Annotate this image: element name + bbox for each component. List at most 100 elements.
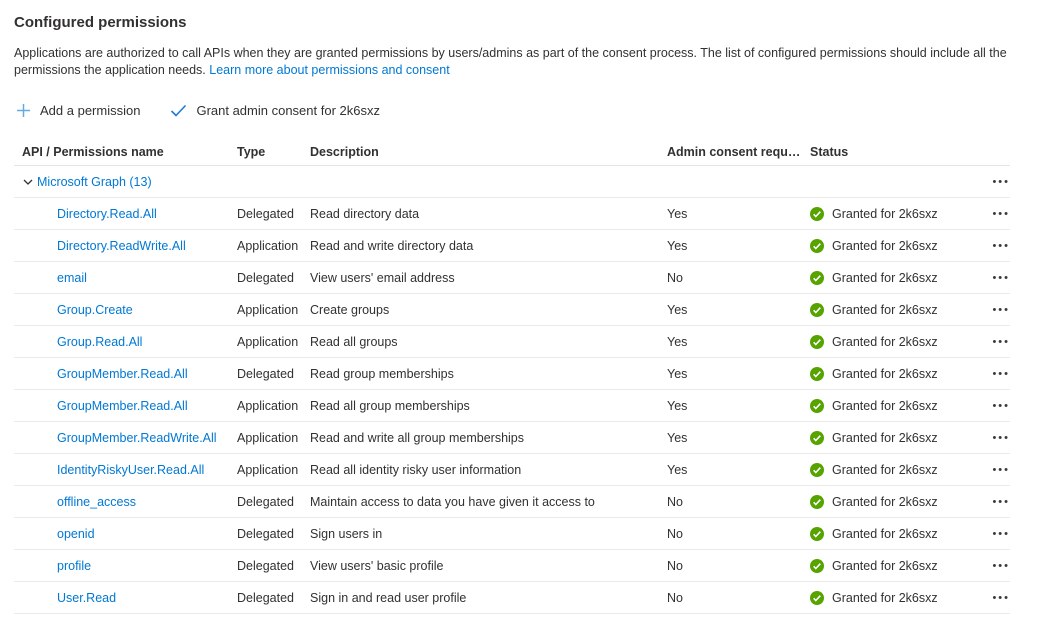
status-cell: Granted for 2k6sxz: [810, 334, 975, 349]
ellipsis-icon[interactable]: •••: [992, 431, 1010, 444]
status-cell: Granted for 2k6sxz: [810, 270, 975, 285]
row-actions-cell: •••: [975, 238, 1010, 254]
ellipsis-icon[interactable]: •••: [992, 207, 1010, 220]
permission-type: Delegated: [237, 558, 294, 573]
permission-row: User.Read Delegated Sign in and read use…: [14, 582, 1010, 614]
command-bar: Add a permission Grant admin consent for…: [14, 101, 1045, 120]
permission-description: Read and write directory data: [310, 238, 474, 253]
permission-name-cell: IdentityRiskyUser.Read.All: [14, 463, 237, 477]
permission-name-link[interactable]: Group.Create: [57, 302, 133, 317]
header-status[interactable]: Status: [810, 144, 849, 159]
grant-admin-consent-button[interactable]: Grant admin consent for 2k6sxz: [168, 101, 382, 120]
status-cell: Granted for 2k6sxz: [810, 462, 975, 477]
api-group-link[interactable]: Microsoft Graph (13): [37, 174, 152, 189]
permission-description: Read and write all group memberships: [310, 430, 524, 445]
ellipsis-icon[interactable]: •••: [992, 527, 1010, 540]
permission-name-link[interactable]: GroupMember.Read.All: [57, 366, 188, 381]
api-group-name-cell: Microsoft Graph (13): [14, 175, 237, 189]
row-actions-cell: •••: [975, 270, 1010, 286]
check-circle-icon: [810, 558, 824, 573]
status-label: Granted for 2k6sxz: [832, 334, 938, 349]
ellipsis-icon[interactable]: •••: [992, 239, 1010, 252]
ellipsis-icon[interactable]: •••: [992, 367, 1010, 380]
permission-description: Read group memberships: [310, 366, 454, 381]
grant-admin-consent-label: Grant admin consent for 2k6sxz: [196, 103, 380, 118]
header-description[interactable]: Description: [310, 144, 379, 159]
permission-name-cell: GroupMember.Read.All: [14, 399, 237, 413]
permission-row: GroupMember.Read.All Application Read al…: [14, 390, 1010, 422]
ellipsis-icon[interactable]: •••: [992, 335, 1010, 348]
permission-description: Maintain access to data you have given i…: [310, 494, 595, 509]
add-permission-button[interactable]: Add a permission: [14, 101, 142, 120]
permission-name-link[interactable]: Directory.Read.All: [57, 206, 157, 221]
permission-name-cell: Group.Create: [14, 303, 237, 317]
row-actions-cell: •••: [975, 558, 1010, 574]
permission-row: Group.Read.All Application Read all grou…: [14, 326, 1010, 358]
permission-row: Group.Create Application Create groups Y…: [14, 294, 1010, 326]
learn-more-link[interactable]: Learn more about permissions and consent: [209, 63, 450, 77]
admin-consent-required: Yes: [667, 462, 688, 477]
status-cell: Granted for 2k6sxz: [810, 238, 975, 253]
ellipsis-icon[interactable]: •••: [992, 271, 1010, 284]
status-cell: Granted for 2k6sxz: [810, 590, 975, 605]
permission-name-link[interactable]: openid: [57, 526, 95, 541]
ellipsis-icon[interactable]: •••: [992, 559, 1010, 572]
check-circle-icon: [810, 430, 824, 445]
plus-icon: [16, 103, 31, 118]
admin-consent-required: Yes: [667, 334, 688, 349]
permission-row: profile Delegated View users' basic prof…: [14, 550, 1010, 582]
permission-description: Read all groups: [310, 334, 398, 349]
permission-name-cell: Group.Read.All: [14, 335, 237, 349]
permission-name-link[interactable]: GroupMember.ReadWrite.All: [57, 430, 217, 445]
permission-name-cell: User.Read: [14, 591, 237, 605]
row-actions-cell: •••: [975, 206, 1010, 222]
ellipsis-icon[interactable]: •••: [992, 399, 1010, 412]
row-actions-cell: •••: [975, 366, 1010, 382]
permission-name-link[interactable]: GroupMember.Read.All: [57, 398, 188, 413]
permission-type: Delegated: [237, 270, 294, 285]
permission-name-cell: Directory.Read.All: [14, 207, 237, 221]
check-circle-icon: [810, 334, 824, 349]
permission-description: Create groups: [310, 302, 390, 317]
chevron-down-icon[interactable]: [22, 176, 34, 188]
permission-name-link[interactable]: IdentityRiskyUser.Read.All: [57, 462, 205, 477]
permission-name-cell: offline_access: [14, 495, 237, 509]
permission-row: email Delegated View users' email addres…: [14, 262, 1010, 294]
status-label: Granted for 2k6sxz: [832, 238, 938, 253]
status-cell: Granted for 2k6sxz: [810, 302, 975, 317]
permission-type: Delegated: [237, 590, 294, 605]
ellipsis-icon[interactable]: •••: [992, 495, 1010, 508]
status-label: Granted for 2k6sxz: [832, 558, 938, 573]
ellipsis-icon[interactable]: •••: [992, 175, 1010, 188]
status-cell: Granted for 2k6sxz: [810, 494, 975, 509]
permission-row: IdentityRiskyUser.Read.All Application R…: [14, 454, 1010, 486]
row-actions-cell: •••: [975, 334, 1010, 350]
permission-row: Directory.Read.All Delegated Read direct…: [14, 198, 1010, 230]
permission-description: Read all group memberships: [310, 398, 470, 413]
ellipsis-icon[interactable]: •••: [992, 591, 1010, 604]
permission-name-link[interactable]: Group.Read.All: [57, 334, 143, 349]
check-circle-icon: [810, 590, 824, 605]
ellipsis-icon[interactable]: •••: [992, 463, 1010, 476]
header-type[interactable]: Type: [237, 144, 266, 159]
status-label: Granted for 2k6sxz: [832, 366, 938, 381]
permission-description: View users' email address: [310, 270, 455, 285]
row-actions-cell: •••: [975, 302, 1010, 318]
permission-name-cell: openid: [14, 527, 237, 541]
permission-name-link[interactable]: User.Read: [57, 590, 117, 605]
permission-name-link[interactable]: offline_access: [57, 494, 136, 509]
status-cell: Granted for 2k6sxz: [810, 558, 975, 573]
admin-consent-required: Yes: [667, 398, 688, 413]
description-text: Applications are authorized to call APIs…: [14, 46, 1007, 77]
permission-row: GroupMember.ReadWrite.All Application Re…: [14, 422, 1010, 454]
permission-name-link[interactable]: profile: [57, 558, 92, 573]
status-label: Granted for 2k6sxz: [832, 398, 938, 413]
header-admin-consent-required[interactable]: Admin consent requ…: [667, 144, 801, 159]
check-circle-icon: [810, 206, 824, 221]
admin-consent-required: Yes: [667, 206, 688, 221]
permission-name-link[interactable]: Directory.ReadWrite.All: [57, 238, 186, 253]
permission-type: Delegated: [237, 366, 294, 381]
header-api-permissions-name[interactable]: API / Permissions name: [22, 144, 164, 159]
ellipsis-icon[interactable]: •••: [992, 303, 1010, 316]
permission-name-link[interactable]: email: [57, 270, 87, 285]
